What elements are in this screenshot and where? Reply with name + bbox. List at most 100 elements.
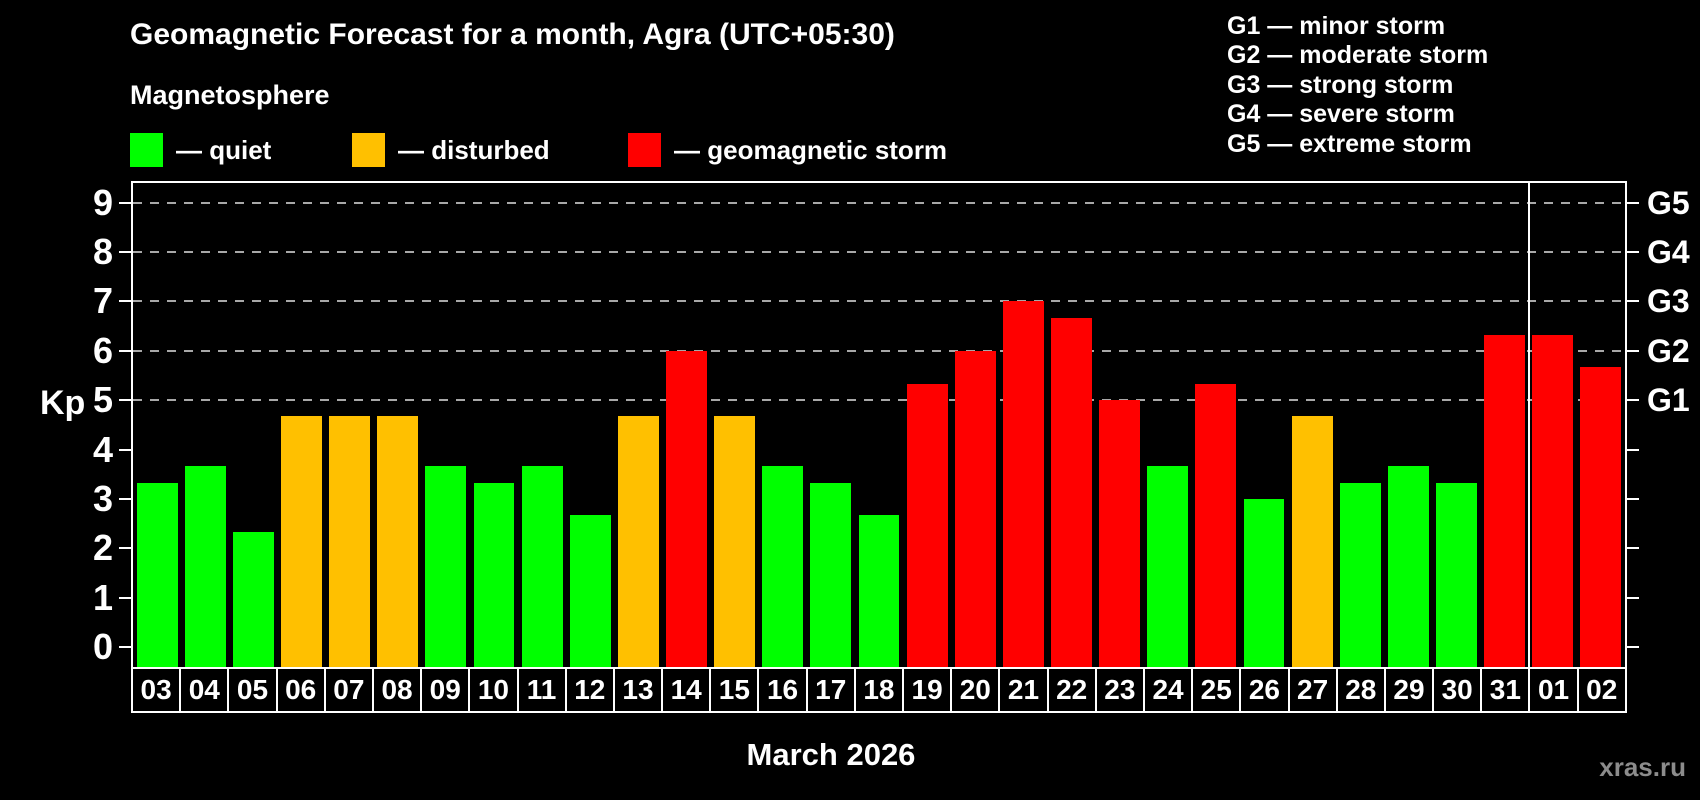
- bar-day-23: [1099, 400, 1141, 667]
- y-axis-label-4: 4: [92, 428, 113, 470]
- bar-day-07: [329, 416, 371, 667]
- day-label-28: 28: [1335, 669, 1384, 711]
- y-axis-label-5: 5: [92, 379, 113, 421]
- day-label-19: 19: [902, 669, 950, 711]
- day-label-23: 23: [1094, 669, 1143, 711]
- bar-day-20: [954, 350, 996, 667]
- right-axis-label-g1: G1: [1647, 382, 1690, 419]
- g-legend-line-g4: G4 — severe storm: [1227, 100, 1455, 129]
- y-tick-right-0: [1627, 646, 1639, 648]
- bar-day-15: [714, 416, 756, 667]
- y-tick-left-8: [119, 251, 131, 254]
- legend-item-storm: — geomagnetic storm: [628, 133, 947, 167]
- g-scale-legend: G1 — minor storm G2 — moderate storm G3 …: [1227, 12, 1488, 159]
- bar-day-30: [1436, 482, 1477, 667]
- y-axis-label-7: 7: [92, 280, 113, 322]
- day-label-24: 24: [1142, 669, 1191, 711]
- bar-day-31: [1484, 334, 1526, 667]
- y-tick-right-7: [1627, 300, 1639, 303]
- y-axis-label-9: 9: [92, 181, 113, 223]
- bar-day-06: [280, 416, 322, 667]
- bar-day-04: [184, 465, 226, 667]
- bar-day-24: [1147, 465, 1189, 667]
- day-label-15: 15: [709, 669, 757, 711]
- day-label-07: 07: [323, 669, 372, 711]
- y-tick-right-5: [1627, 399, 1639, 402]
- y-tick-right-2: [1627, 547, 1639, 550]
- bar-day-03: [136, 482, 178, 667]
- y-axis-label-6: 6: [92, 329, 113, 371]
- y-axis-label-2: 2: [92, 527, 113, 569]
- day-label-29: 29: [1383, 669, 1432, 711]
- y-axis-label-3: 3: [92, 477, 113, 519]
- day-label-02: 02: [1576, 669, 1625, 711]
- quiet-color-swatch: [130, 133, 163, 167]
- right-axis-label-g5: G5: [1647, 184, 1690, 221]
- gridline-kp6: [133, 349, 1625, 352]
- y-tick-left-9: [119, 201, 131, 204]
- y-axis-label-8: 8: [92, 231, 113, 273]
- day-label-08: 08: [371, 669, 420, 711]
- day-label-04: 04: [179, 669, 227, 711]
- day-label-05: 05: [227, 669, 275, 711]
- storm-color-swatch: [628, 133, 661, 167]
- g-legend-line-g1: G1 — minor storm: [1227, 12, 1446, 40]
- bar-day-08: [377, 416, 419, 667]
- g-legend-line-g5: G5 — extreme storm: [1227, 129, 1472, 158]
- gridline-kp5: [133, 399, 1625, 402]
- legend-label-storm: — geomagnetic storm: [674, 134, 948, 165]
- day-label-06: 06: [275, 669, 324, 711]
- bar-day-28: [1339, 482, 1381, 667]
- day-label-20: 20: [950, 669, 998, 711]
- chart-title: Geomagnetic Forecast for a month, Agra (…: [130, 18, 895, 51]
- bar-day-10: [473, 482, 515, 667]
- gridline-kp7: [133, 300, 1625, 303]
- watermark: xras.ru: [1599, 752, 1686, 782]
- day-label-10: 10: [468, 669, 516, 711]
- day-label-25: 25: [1191, 669, 1239, 711]
- bar-day-17: [810, 482, 852, 667]
- bar-day-11: [521, 465, 563, 667]
- day-label-30: 30: [1432, 669, 1480, 711]
- bar-day-05: [232, 531, 274, 667]
- bar-day-29: [1387, 465, 1429, 667]
- bar-day-02: [1580, 367, 1622, 667]
- legend-label-quiet: — quiet: [176, 134, 272, 165]
- day-label-22: 22: [1046, 669, 1095, 711]
- day-label-31: 31: [1480, 669, 1528, 711]
- g-legend-line-g2: G2 — moderate storm: [1227, 41, 1489, 70]
- chart-subtitle: Magnetosphere: [130, 80, 330, 110]
- right-axis-label-g2: G2: [1647, 332, 1690, 369]
- day-label-27: 27: [1287, 669, 1336, 711]
- bar-day-26: [1243, 498, 1285, 667]
- y-tick-left-7: [119, 300, 131, 303]
- day-label-17: 17: [805, 669, 854, 711]
- bar-day-25: [1195, 383, 1237, 667]
- y-tick-left-2: [119, 547, 131, 550]
- y-tick-left-1: [119, 596, 131, 599]
- bar-day-12: [569, 515, 611, 667]
- bar-day-09: [425, 465, 467, 667]
- right-axis-label-g3: G3: [1647, 283, 1690, 320]
- g-legend-line-g3: G3 — strong storm: [1227, 70, 1454, 99]
- day-label-16: 16: [757, 669, 805, 711]
- legend-item-quiet: — quiet: [130, 133, 271, 167]
- bar-day-14: [666, 350, 707, 667]
- y-axis-title: Kp: [40, 384, 86, 422]
- bar-day-21: [1002, 301, 1044, 667]
- y-tick-left-6: [119, 349, 131, 352]
- day-label-01: 01: [1528, 669, 1576, 711]
- plot-area: [133, 183, 1625, 667]
- right-axis-label-g4: G4: [1647, 234, 1690, 271]
- day-label-03: 03: [140, 674, 172, 705]
- y-axis-label-0: 0: [92, 626, 113, 667]
- day-label-18: 18: [853, 669, 902, 711]
- y-tick-left-4: [119, 448, 131, 451]
- y-tick-left-3: [119, 497, 131, 500]
- day-label-14: 14: [661, 669, 709, 711]
- y-tick-right-6: [1627, 349, 1639, 352]
- day-label-26: 26: [1239, 669, 1287, 711]
- day-label-11: 11: [516, 669, 565, 711]
- bar-day-18: [858, 515, 900, 667]
